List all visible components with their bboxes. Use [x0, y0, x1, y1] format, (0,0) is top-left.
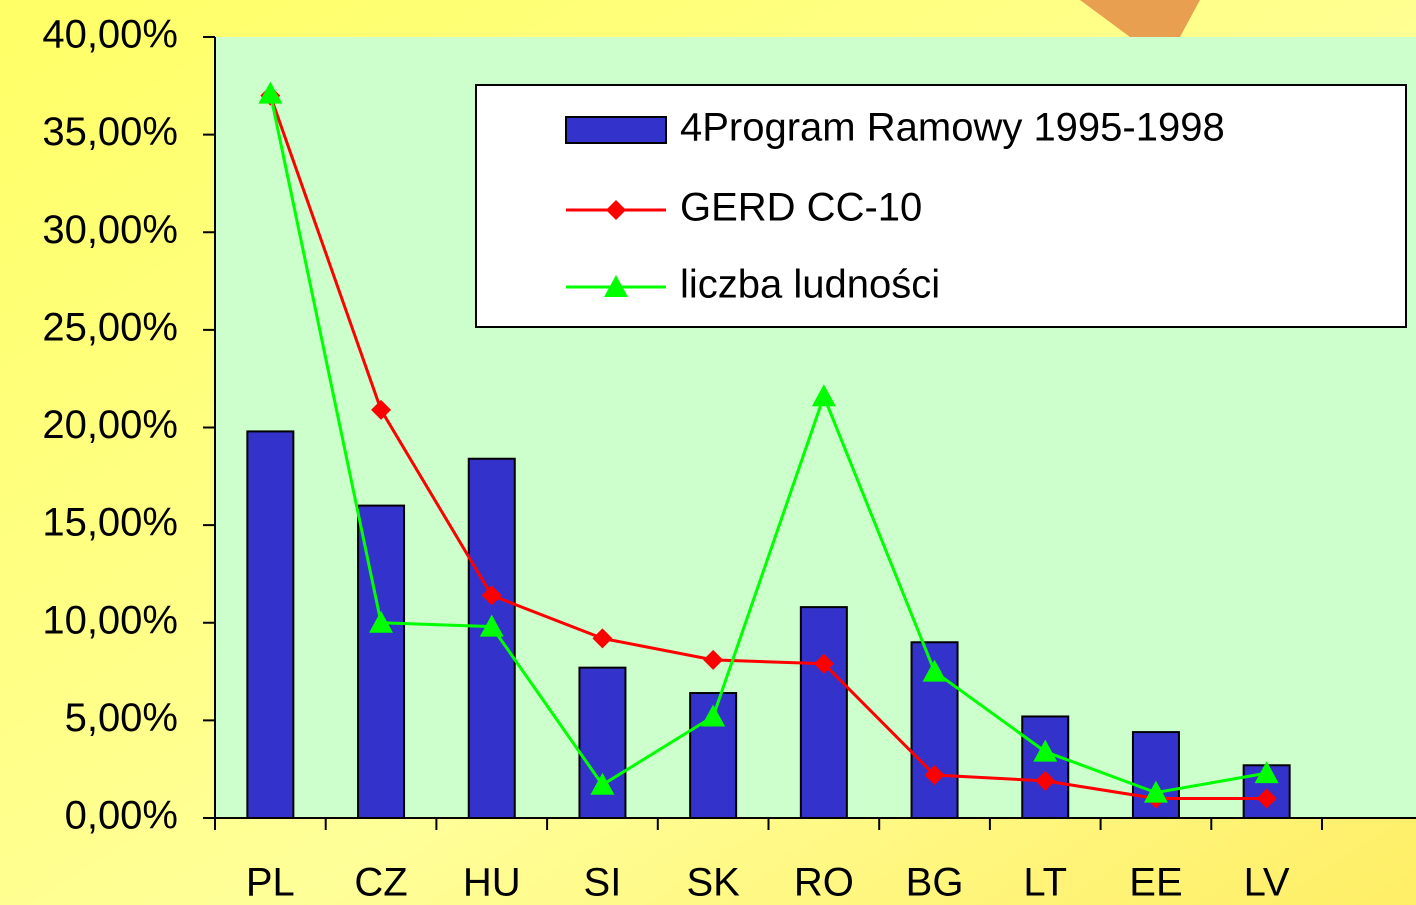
point — [258, 81, 283, 104]
bar — [357, 504, 406, 819]
x-tick-label: LT — [1023, 861, 1067, 905]
x-tick-label: RO — [794, 861, 854, 905]
point — [369, 610, 394, 633]
point — [371, 399, 392, 420]
point — [1143, 780, 1168, 803]
x-tick-label: BG — [906, 861, 964, 905]
legend-swatch — [565, 116, 667, 144]
line — [268, 93, 1267, 795]
y-tick-label: 0,00% — [65, 794, 178, 838]
legend-label: liczba ludności — [680, 263, 940, 307]
y-tick-label: 35,00% — [42, 110, 178, 154]
bar — [799, 606, 848, 819]
point — [701, 704, 726, 727]
bar — [578, 666, 627, 819]
point — [703, 649, 724, 670]
bar — [467, 457, 516, 819]
x-tick-label: EE — [1129, 861, 1182, 905]
y-tick-label: 20,00% — [42, 403, 178, 447]
legend-label: 4Program Ramowy 1995-1998 — [680, 106, 1225, 150]
x-tick-label: CZ — [354, 861, 407, 905]
decoration — [1080, 0, 1200, 37]
y-tick-label: 30,00% — [42, 208, 178, 252]
y-tick-label: 40,00% — [42, 13, 178, 57]
bar — [1021, 715, 1070, 819]
x-tick-label: SI — [584, 861, 622, 905]
legend-label: GERD CC-10 — [680, 186, 922, 230]
point — [590, 772, 615, 795]
point — [1256, 788, 1277, 809]
x-tick-label: SK — [686, 861, 740, 905]
x-tick-label: PL — [246, 861, 295, 905]
line — [268, 95, 1267, 800]
point — [924, 765, 945, 786]
y-tick-label: 15,00% — [42, 501, 178, 545]
legend-marker — [606, 200, 626, 220]
point — [1035, 770, 1056, 791]
point — [1254, 761, 1279, 784]
point — [479, 614, 504, 637]
bar — [246, 430, 295, 819]
point — [922, 659, 947, 682]
point — [592, 628, 613, 649]
y-tick-label: 5,00% — [65, 696, 178, 740]
legend-marker — [604, 275, 628, 297]
point — [481, 585, 502, 606]
x-tick-label: LV — [1244, 861, 1290, 905]
point — [1033, 739, 1058, 762]
point — [813, 653, 834, 674]
x-tick-label: HU — [463, 861, 521, 905]
y-tick-label: 10,00% — [42, 598, 178, 642]
point — [811, 384, 836, 407]
y-tick-label: 25,00% — [42, 305, 178, 349]
